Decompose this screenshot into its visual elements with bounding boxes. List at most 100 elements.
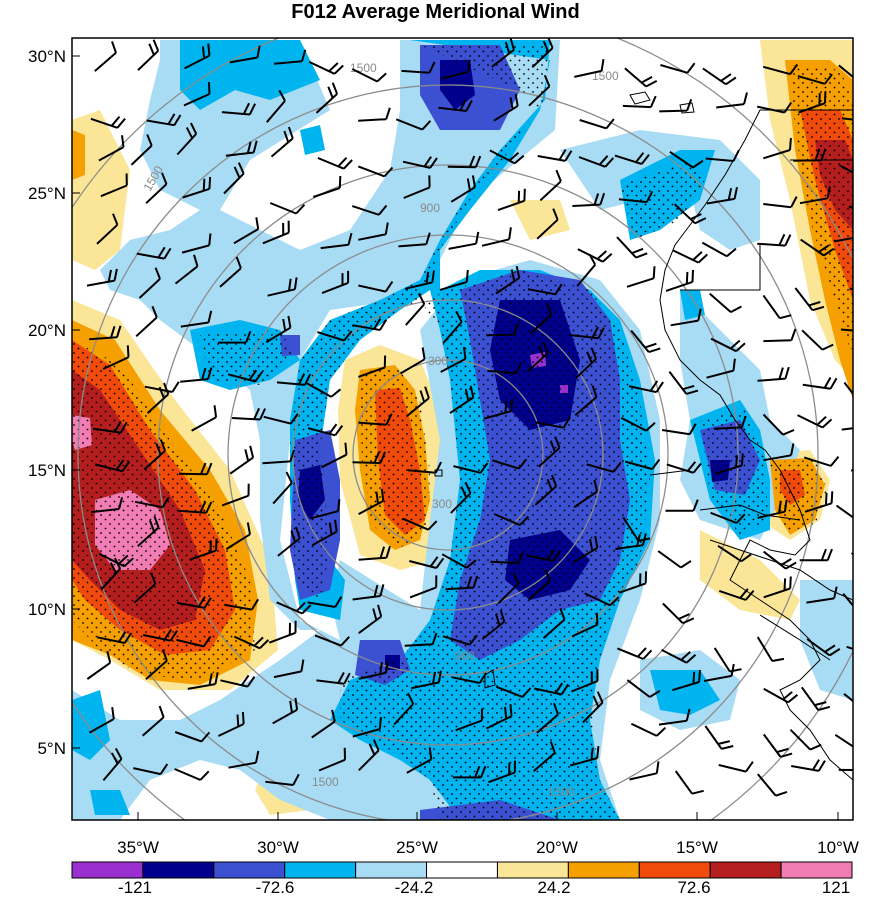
wind-barb: [490, 551, 525, 564]
wind-barb: [622, 95, 657, 109]
wind-barb: [134, 496, 170, 509]
wind-barb: [535, 416, 571, 429]
wind-barb: [449, 385, 475, 414]
wind-barb: [533, 682, 570, 696]
wind-barb: [404, 270, 435, 290]
wind-barb: [219, 256, 242, 288]
wind-barb: [317, 330, 353, 342]
wind-barb: [835, 504, 853, 519]
lat-label-5n: 5°N: [37, 739, 66, 758]
ring-label-300-a: 300: [428, 354, 448, 368]
wind-barb: [756, 636, 785, 662]
range-ring-900: [227, 234, 669, 676]
wind-barb: [665, 269, 694, 292]
wind-barb: [352, 451, 387, 464]
wind-barb: [804, 491, 834, 513]
wind-barb: [802, 377, 838, 390]
wind-barb: [439, 270, 469, 291]
wind-barb: [445, 575, 479, 591]
wind-barb: [438, 99, 473, 112]
colorbar: [71, 861, 853, 879]
wind-barb: [452, 672, 488, 684]
wind-barb: [395, 118, 432, 131]
wind-barb: [228, 750, 260, 769]
wind-barb: [273, 659, 305, 679]
wind-barb: [626, 266, 656, 288]
wind-barb: [716, 92, 748, 109]
wind-barb: [762, 413, 795, 436]
wind-barb: [525, 549, 561, 562]
wind-barb: [705, 149, 740, 162]
lon-label-20w: 20°W: [536, 838, 578, 857]
wind-barb: [94, 41, 117, 72]
wind-barb: [448, 231, 480, 250]
ring-label-1500-a: 1500: [350, 61, 377, 75]
wind-barb: [272, 697, 299, 725]
wind-barb: [574, 385, 598, 416]
wind-barb: [276, 373, 312, 386]
wind-barb: [269, 202, 306, 215]
wind-barb: [405, 293, 426, 326]
wind-barb: [629, 761, 660, 781]
wind-barb: [135, 305, 158, 338]
wind-barb: [358, 107, 391, 122]
wind-barb: [276, 601, 312, 615]
wind-barb: [763, 576, 792, 599]
wind-barb: [709, 292, 742, 313]
wind-barb: [618, 190, 654, 204]
wind-barb: [800, 686, 831, 711]
colorbar-swatch: [142, 861, 215, 879]
wind-barb: [840, 328, 853, 332]
wind-barb: [797, 414, 833, 429]
wind-barb: [803, 455, 840, 467]
wind-barb: [189, 538, 218, 561]
map-title: F012 Average Meridional Wind: [291, 1, 580, 23]
wind-barb: [357, 165, 394, 178]
wind-barb: [358, 604, 383, 635]
lon-label-10w: 10°W: [817, 838, 859, 857]
wind-barb: [265, 315, 292, 343]
wind-barb: [272, 471, 293, 505]
lat-label-30n: 30°N: [28, 47, 66, 66]
wind-barb: [358, 545, 391, 561]
wind-barb: [318, 747, 346, 772]
wind-barb: [538, 436, 561, 468]
wind-barb: [352, 318, 388, 331]
wind-barb: [624, 67, 658, 88]
wind-barb: [321, 270, 350, 295]
wind-barb: [528, 74, 551, 107]
wind-barb: [526, 341, 549, 373]
wind-barb: [762, 294, 792, 320]
wind-barb: [233, 635, 270, 650]
wind-barb: [843, 693, 853, 703]
wind-barb: [232, 407, 267, 421]
wind-barb: [224, 598, 259, 611]
wind-barb: [191, 405, 218, 432]
wind-barb: [666, 461, 702, 474]
wind-barb: [763, 196, 798, 209]
wind-barb: [176, 122, 198, 156]
ring-label-900-a: 900: [420, 201, 440, 215]
wind-barb: [393, 692, 415, 726]
wind-barb: [717, 544, 752, 563]
wind-barb: [358, 222, 389, 241]
wind-barb: [481, 227, 512, 247]
wind-barb: [672, 669, 701, 692]
wind-barb: [406, 386, 430, 417]
wind-barb: [312, 175, 342, 198]
wind-barb: [310, 499, 341, 520]
wind-barb: [718, 588, 755, 601]
range-ring-1200: [157, 164, 739, 746]
wind-barb: [440, 59, 471, 80]
wind-barb: [409, 575, 438, 599]
wind-barb: [358, 413, 393, 426]
wind-barb: [572, 192, 606, 207]
wind-barb: [488, 760, 516, 784]
colorbar-label-neg24: -24.2: [395, 878, 434, 897]
colorbar-swatch: [71, 861, 144, 879]
wind-barb: [180, 367, 213, 383]
wind-barb: [314, 634, 350, 647]
wind-barb: [614, 152, 650, 165]
wind-barb: [489, 149, 525, 165]
